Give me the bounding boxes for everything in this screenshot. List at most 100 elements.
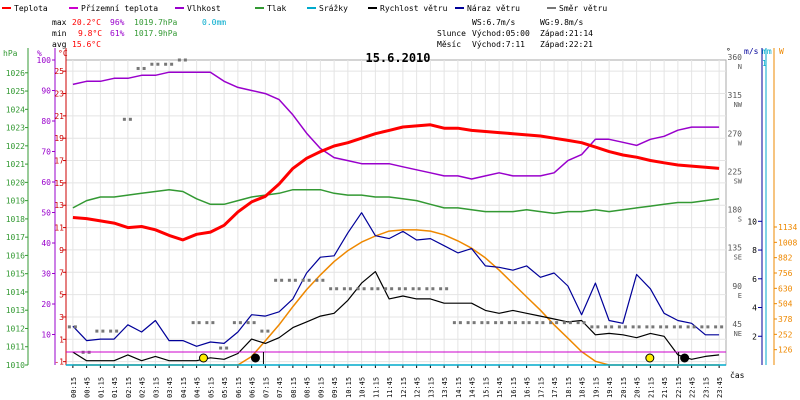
x-axis-tick-label: 06:45 [249,377,257,398]
wind-direction-point [494,321,498,325]
wind-direction-point [486,321,490,325]
temp-axis-tick-label: 23 [54,90,64,99]
x-axis-tick-label: 23:45 [716,377,724,398]
info-moon-label: Měsíc [437,40,461,49]
wind-direction-point [128,117,132,121]
wind-direction-point [362,287,366,291]
wind-direction-point [164,62,168,66]
wind-direction-point [659,325,663,329]
hpa-axis-tick-label: 1020 [6,178,25,187]
wind-direction-point [692,325,696,329]
wind-direction-point [521,321,525,325]
hpa-axis-unit: hPa [3,49,18,58]
dir-axis-compass: SW [734,177,743,185]
wind-direction-point [590,325,594,329]
sunrise-marker [199,353,208,363]
wind-direction-point [122,117,126,121]
x-axis-tick-label: 17:45 [551,377,559,398]
wind-direction-point [101,329,105,333]
plot-frame [65,59,727,366]
wind-direction-point [177,58,181,62]
wind-direction-point [458,321,462,325]
x-axis-tick-label: 01:15 [97,377,105,398]
wind-direction-point [170,62,174,66]
wind-direction-point [604,325,608,329]
wind-direction-point [665,325,669,329]
hpa-axis-tick-label: 1012 [6,324,25,333]
x-axis-tick-label: 17:15 [537,377,545,398]
legend-entry: Přízemní teplota [81,4,158,13]
wind-direction-point [720,325,724,329]
wind-direction-point [678,325,682,329]
pct-axis-unit: % [37,49,42,58]
x-axis-tick-label: 12:45 [414,377,422,398]
dir-axis-deg: 315 [728,91,743,100]
x-axis-tick-label: 20:15 [620,377,628,398]
dir-axis-compass: N [738,63,742,71]
wind-direction-point [706,325,710,329]
wind-direction-point [582,321,586,325]
wind-direction-point [431,287,435,291]
dir-axis-compass: S [738,216,742,224]
stats-avg-temp: 15.6°C [72,40,101,49]
hpa-axis-tick-label: 1018 [6,215,25,224]
mm-axis-unit: mm [762,47,772,56]
wind-direction-point [384,287,388,291]
x-axis-tick-label: 14:45 [469,377,477,398]
stats-avg-label: avg [52,40,67,49]
wind-direction-point [109,329,113,333]
ms-axis-tick-label: 4 [752,304,757,313]
hpa-axis-tick-label: 1025 [6,87,25,96]
w-axis-tick-label: 1134 [778,223,797,232]
x-axis-tick-label: 21:15 [647,377,655,398]
wind-direction-point [266,329,270,333]
pct-axis-tick-label: 20 [41,300,51,309]
x-axis-tick-label: 11:45 [386,377,394,398]
temp-axis-tick-label: 21 [54,112,64,121]
x-axis-tick-label: 19:45 [606,377,614,398]
wind-direction-point [631,325,635,329]
hpa-axis-tick-label: 1011 [6,343,25,352]
legend-entry: Rychlost větru [380,4,448,13]
x-axis-tick-label: 18:15 [565,377,573,398]
temp-axis-unit: °C [58,49,68,58]
hpa-axis-tick-label: 1023 [6,124,25,133]
wind-direction-point [238,321,242,325]
stats-min-hum: 61% [110,29,125,38]
wind-direction-point [307,278,311,282]
temp-axis-tick-label: 3 [59,313,64,322]
wind-direction-point [576,321,580,325]
wind-direction-point [555,321,559,325]
x-axis-tick-label: 06:15 [235,377,243,398]
x-axis-tick-label: 09:45 [331,377,339,398]
x-axis-tick-label: 08:15 [290,377,298,398]
ms-axis-unit: m/s [744,47,759,56]
legend-entry: Náraz větru [467,4,520,13]
stats-panel: max 20.2°C 96% 1019.7hPa 0.0mm min 9.8°C… [52,18,226,49]
w-axis-tick-label: 126 [778,346,793,355]
hpa-axis-tick-label: 1014 [6,288,25,297]
wind-direction-point [150,62,154,66]
wind-direction-point [246,321,250,325]
series [66,58,726,366]
w-axis-tick-label: 630 [778,284,793,293]
wind-direction-point [452,321,456,325]
wind-gust-line [72,212,720,347]
temp-axis-tick-label: 11 [54,224,64,233]
wind-direction-point [541,321,545,325]
axes: hPa1010101110121013101410151016101710181… [3,47,797,398]
x-axis-tick-label: 13:15 [427,377,435,398]
wind-direction-point [549,321,553,325]
x-axis-tick-label: 00:45 [84,377,92,398]
temp-axis-tick-label: 25 [54,67,64,76]
legend-entry: Směr větru [559,4,607,13]
wind-direction-point [260,329,264,333]
w-axis-unit: W [779,47,784,56]
x-axis-tick-label: 01:45 [111,377,119,398]
dir-axis-deg: 180 [728,206,743,215]
x-axis-tick-label: 05:15 [207,377,215,398]
wind-direction-point [425,287,429,291]
dir-axis-deg: 90 [732,282,742,291]
wind-direction-point [596,325,600,329]
wind-direction-point [73,325,77,329]
